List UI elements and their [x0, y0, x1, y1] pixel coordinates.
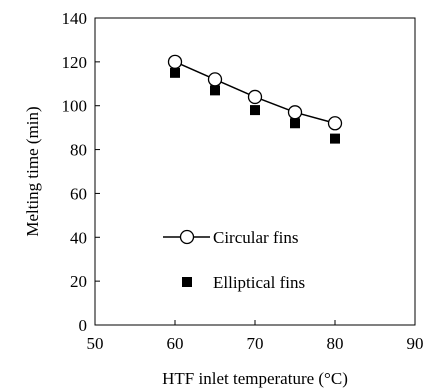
data-point	[287, 105, 303, 120]
y-tick-label: 60	[70, 184, 87, 203]
x-tick-label: 80	[327, 334, 344, 353]
data-point	[247, 89, 263, 105]
y-axis-title: Melting time (min)	[23, 106, 42, 236]
x-tick-label: 60	[167, 334, 184, 353]
y-tick-label: 100	[62, 97, 88, 116]
x-tick-label: 70	[247, 334, 264, 353]
legend-marker-elliptical	[182, 277, 192, 287]
data-point	[330, 133, 340, 144]
data-point	[170, 67, 180, 78]
series-layer	[167, 54, 343, 144]
data-point	[327, 116, 343, 131]
y-tick-label: 20	[70, 272, 87, 291]
series-2	[170, 67, 340, 144]
data-point	[167, 54, 183, 70]
x-axis: 50 60 70 80 90	[87, 320, 424, 353]
y-tick-label: 120	[62, 53, 88, 72]
x-tick-label: 50	[87, 334, 104, 353]
data-point	[210, 85, 220, 96]
x-tick-label: 90	[407, 334, 424, 353]
y-tick-label: 0	[79, 316, 88, 335]
legend-label-elliptical: Elliptical fins	[213, 273, 305, 292]
y-tick-label: 40	[70, 228, 87, 247]
data-point	[290, 118, 300, 129]
y-tick-label: 80	[70, 141, 87, 160]
legend-marker-circular	[179, 229, 195, 245]
series-1	[167, 54, 343, 131]
legend: Circular fins Elliptical fins	[163, 228, 305, 292]
data-point	[250, 105, 260, 116]
y-tick-label: 140	[62, 9, 88, 28]
x-axis-title: HTF inlet temperature (°C)	[162, 369, 348, 388]
legend-label-circular: Circular fins	[213, 228, 298, 247]
data-point	[207, 72, 223, 87]
y-axis: 0 20 40 60 80 100 120 140	[62, 9, 100, 335]
